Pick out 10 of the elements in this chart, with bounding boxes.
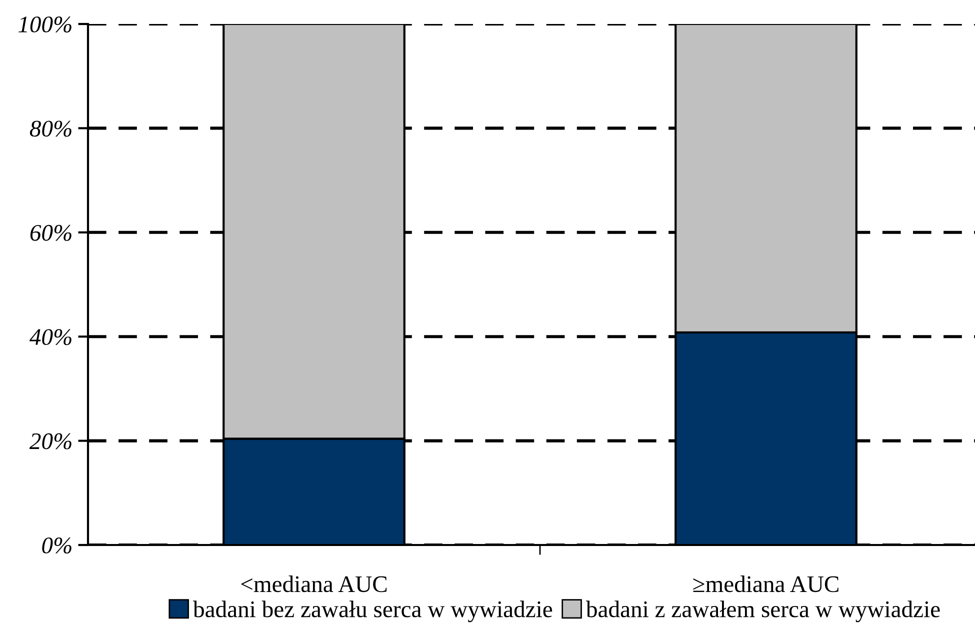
y-tick-label: 100% (18, 16, 72, 32)
y-tick-label: 20% (29, 433, 72, 450)
x-tick-label: ≥mediana AUC (693, 576, 838, 592)
y-tick-label: 60% (30, 224, 72, 241)
x-tick-label: <mediana AUC (241, 576, 387, 592)
y-tick-label: 0% (42, 537, 72, 554)
legend-label: badani z zawałem serca w wywiadzie (586, 600, 940, 622)
y-tick-label: 80% (30, 120, 72, 137)
legend-label: badani bez zawału serca w wywiadzie (192, 600, 552, 622)
y-tick-label: 40% (30, 329, 72, 346)
